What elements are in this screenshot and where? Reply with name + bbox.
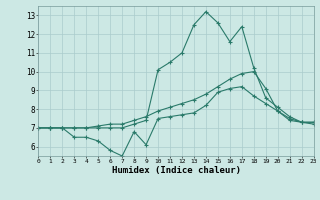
X-axis label: Humidex (Indice chaleur): Humidex (Indice chaleur) bbox=[111, 166, 241, 175]
